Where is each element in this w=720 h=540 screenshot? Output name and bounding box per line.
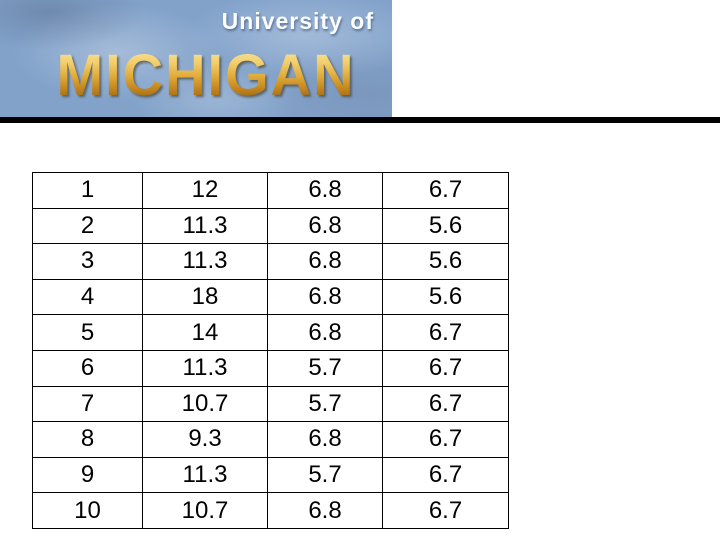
table-cell: 6.8 bbox=[267, 421, 383, 458]
table-cell: 6.8 bbox=[267, 278, 383, 316]
table-row: 8 9.3 6.8 6.7 bbox=[32, 421, 509, 458]
table-cell: 1 bbox=[32, 172, 143, 209]
table-cell: 4 bbox=[32, 278, 143, 316]
table-row: 4 18 6.8 5.6 bbox=[32, 278, 509, 316]
table-cell: 6.7 bbox=[382, 172, 509, 209]
table-cell: 5.6 bbox=[382, 243, 509, 280]
table-cell: 6 bbox=[32, 349, 143, 387]
table-cell: 12 bbox=[142, 172, 268, 209]
table-cell: 10 bbox=[32, 492, 143, 529]
table-cell: 6.8 bbox=[267, 314, 383, 351]
table-row: 5 14 6.8 6.7 bbox=[32, 314, 509, 351]
table-cell: 9.3 bbox=[142, 421, 268, 458]
table-cell: 7 bbox=[32, 385, 143, 423]
table-cell: 6.7 bbox=[382, 421, 509, 458]
header-divider-line bbox=[0, 117, 720, 123]
table-row: 6 11.3 5.7 6.7 bbox=[32, 349, 509, 387]
table-row: 2 11.3 6.8 5.6 bbox=[32, 207, 509, 245]
table-cell: 11.3 bbox=[142, 207, 268, 245]
table-cell: 6.7 bbox=[382, 456, 509, 494]
table-cell: 10.7 bbox=[142, 492, 268, 529]
table-cell: 5 bbox=[32, 314, 143, 351]
banner-university-of-text: University of bbox=[221, 8, 374, 34]
data-table-body: 1 12 6.8 6.7 2 11.3 6.8 5.6 3 11.3 6.8 5… bbox=[32, 172, 509, 529]
table-cell: 10.7 bbox=[142, 385, 268, 423]
table-row: 10 10.7 6.8 6.7 bbox=[32, 492, 509, 529]
table-cell: 6.7 bbox=[382, 492, 509, 529]
table-cell: 5.7 bbox=[267, 456, 383, 494]
table-cell: 11.3 bbox=[142, 243, 268, 280]
table-cell: 3 bbox=[32, 243, 143, 280]
table-cell: 5.6 bbox=[382, 207, 509, 245]
data-table: 1 12 6.8 6.7 2 11.3 6.8 5.6 3 11.3 6.8 5… bbox=[32, 172, 509, 529]
table-cell: 11.3 bbox=[142, 349, 268, 387]
table-row: 1 12 6.8 6.7 bbox=[32, 172, 509, 209]
table-row: 7 10.7 5.7 6.7 bbox=[32, 385, 509, 423]
table-cell: 6.8 bbox=[267, 172, 383, 209]
table-cell: 5.7 bbox=[267, 349, 383, 387]
table-cell: 6.8 bbox=[267, 243, 383, 280]
table-cell: 18 bbox=[142, 278, 268, 316]
table-cell: 9 bbox=[32, 456, 143, 494]
table-row: 3 11.3 6.8 5.6 bbox=[32, 243, 509, 280]
table-cell: 6.7 bbox=[382, 385, 509, 423]
table-cell: 6.8 bbox=[267, 492, 383, 529]
table-row: 9 11.3 5.7 6.7 bbox=[32, 456, 509, 494]
table-cell: 6.7 bbox=[382, 314, 509, 351]
table-cell: 5.6 bbox=[382, 278, 509, 316]
table-cell: 11.3 bbox=[142, 456, 268, 494]
university-of-michigan-banner: University of MICHIGAN bbox=[0, 0, 392, 117]
table-cell: 8 bbox=[32, 421, 143, 458]
banner-michigan-wordmark: MICHIGAN bbox=[26, 45, 386, 104]
table-cell: 2 bbox=[32, 207, 143, 245]
table-cell: 6.8 bbox=[267, 207, 383, 245]
table-cell: 6.7 bbox=[382, 349, 509, 387]
table-cell: 5.7 bbox=[267, 385, 383, 423]
table-cell: 14 bbox=[142, 314, 268, 351]
